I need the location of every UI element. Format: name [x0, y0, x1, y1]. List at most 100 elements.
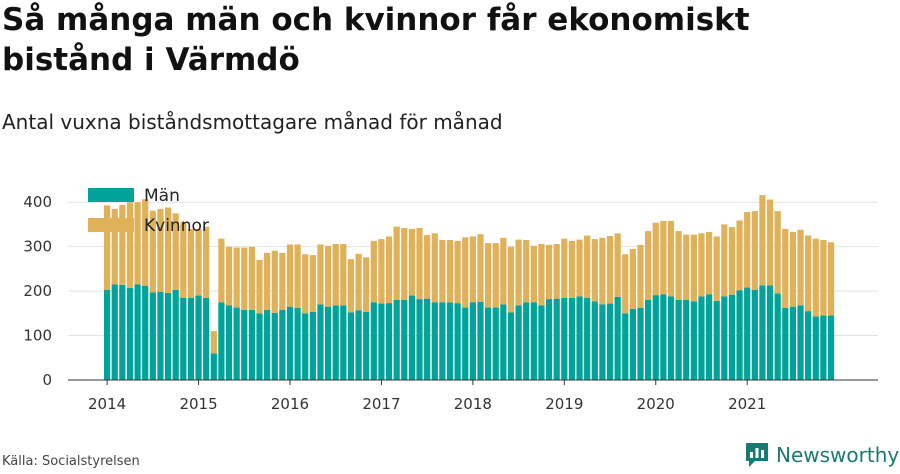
y-tick-label: 100: [23, 327, 52, 345]
bar-men: [485, 307, 492, 380]
bar-kvinnor: [332, 244, 339, 306]
bar-kvinnor: [218, 238, 225, 303]
source-note: Källa: Socialstyrelsen: [2, 454, 140, 469]
bar-men: [355, 310, 362, 380]
y-tick-label: 200: [23, 282, 52, 300]
bar-men: [728, 294, 736, 380]
bar-kvinnor: [599, 237, 606, 305]
bar-men: [271, 312, 278, 380]
bar-kvinnor: [538, 244, 545, 306]
bar-men: [233, 307, 240, 380]
x-tick-label: 2021: [728, 395, 766, 413]
bar-kvinnor: [545, 244, 553, 300]
bar-kvinnor: [515, 239, 522, 306]
bar-kvinnor: [271, 250, 278, 313]
bar-men: [827, 315, 835, 380]
bar-kvinnor: [393, 226, 400, 300]
bar-men: [256, 313, 263, 380]
bar-men: [759, 285, 766, 380]
bar-kvinnor: [340, 244, 347, 306]
bar-men: [744, 287, 751, 380]
bar-kvinnor: [507, 246, 515, 313]
bar-men: [553, 298, 560, 380]
bar-men: [279, 309, 286, 380]
bar-kvinnor: [576, 239, 583, 297]
bar-men: [584, 297, 591, 380]
bar-kvinnor: [500, 237, 507, 305]
bar-kvinnor: [126, 202, 134, 288]
bar-men: [751, 289, 758, 380]
bar-men: [614, 296, 621, 380]
bar-kvinnor: [210, 331, 217, 354]
bar-men: [264, 309, 271, 380]
bar-men: [568, 297, 576, 380]
bar-kvinnor: [164, 207, 172, 293]
bar-kvinnor: [728, 227, 736, 295]
bar-men: [446, 302, 454, 380]
bar-men: [416, 299, 423, 380]
bar-men: [149, 292, 156, 380]
bar-men: [492, 307, 499, 380]
bar-men: [469, 302, 476, 380]
bar-kvinnor: [149, 210, 156, 293]
bar-kvinnor: [713, 236, 720, 301]
bar-kvinnor: [446, 240, 454, 303]
bar-kvinnor: [812, 238, 819, 317]
bar-men: [622, 313, 629, 380]
bar-men: [317, 304, 324, 380]
bar-men: [104, 289, 111, 380]
bar-kvinnor: [705, 232, 713, 295]
bar-kvinnor: [584, 235, 591, 298]
bar-men: [309, 312, 316, 380]
bar-men: [645, 300, 652, 380]
bar-kvinnor: [721, 224, 728, 297]
bar-kvinnor: [279, 252, 286, 310]
x-tick-label: 2016: [271, 395, 309, 413]
bar-kvinnor: [111, 208, 118, 285]
bar-men: [812, 316, 819, 380]
bar-men: [126, 288, 134, 380]
bar-men: [736, 290, 743, 380]
bar-men: [500, 304, 507, 380]
bar-kvinnor: [805, 235, 812, 312]
bar-kvinnor: [401, 228, 408, 300]
bar-kvinnor: [766, 199, 774, 286]
bar-men: [424, 298, 431, 380]
bar-men: [370, 302, 377, 380]
bar-kvinnor: [424, 235, 431, 299]
bar-men: [545, 299, 553, 380]
bar-men: [203, 297, 210, 380]
bar-men: [591, 301, 598, 380]
bar-men: [431, 302, 438, 380]
bar-kvinnor: [233, 247, 240, 308]
bar-kvinnor: [324, 245, 332, 307]
x-tick-label: 2019: [545, 395, 583, 413]
bar-kvinnor: [203, 226, 210, 298]
bar-kvinnor: [347, 259, 355, 313]
bar-men: [241, 309, 248, 380]
bar-men: [774, 293, 781, 380]
bar-kvinnor: [645, 231, 652, 300]
bar-kvinnor: [142, 199, 149, 286]
bar-men: [805, 311, 812, 380]
bar-kvinnor: [736, 220, 743, 291]
bar-men: [576, 296, 583, 380]
bar-men: [225, 305, 233, 380]
bar-kvinnor: [378, 239, 385, 304]
bar-men: [820, 315, 827, 380]
bar-kvinnor: [119, 204, 126, 285]
bar-men: [561, 297, 568, 380]
bar-men: [797, 305, 804, 380]
bar-men: [324, 306, 332, 380]
bar-men: [363, 312, 370, 380]
bar-kvinnor: [492, 243, 499, 308]
bar-kvinnor: [385, 236, 393, 304]
axes: 0 100 200 300 400 2014 2015 2016 2017 2018 2019 202…: [23, 193, 878, 413]
bar-men: [690, 301, 697, 380]
bar-men: [721, 296, 728, 380]
bar-kvinnor: [629, 248, 636, 309]
bar-men: [652, 295, 659, 380]
x-tick-label: 2017: [362, 395, 400, 413]
x-tick-label: 2018: [454, 395, 492, 413]
bar-men: [507, 312, 515, 380]
